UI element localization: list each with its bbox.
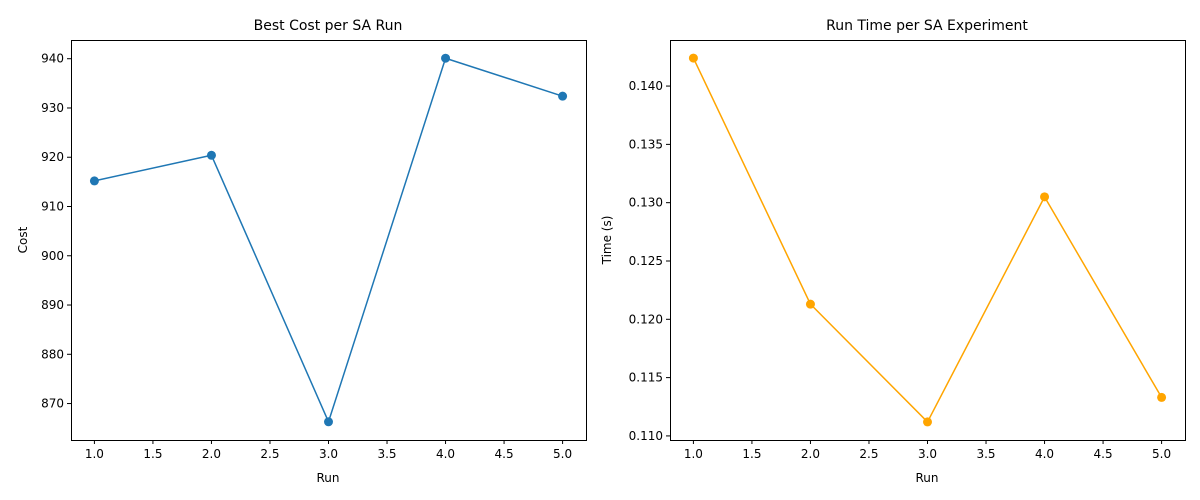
cost-series-marks <box>89 53 568 427</box>
runtime-chart-title: Run Time per SA Experiment <box>826 18 1028 34</box>
cost-y-axis-label: Cost <box>16 226 30 253</box>
cost-y-tick-label: 920 <box>41 150 64 164</box>
cost-y-tick-label: 880 <box>41 347 64 361</box>
runtime-x-tick-label: 2.5 <box>859 447 878 461</box>
cost-x-tick-label: 1.0 <box>85 447 104 461</box>
cost-x-tick-label: 2.0 <box>202 447 221 461</box>
cost-y-tick-label: 940 <box>41 52 64 66</box>
runtime-y-tick-label: 0.130 <box>629 196 663 210</box>
runtime-chart: Run Time per SA Experiment 1.0 1.5 2.0 2.5 3… <box>600 18 1186 485</box>
runtime-x-tick-label: 3.0 <box>918 447 937 461</box>
runtime-x-tick-label: 5.0 <box>1152 447 1171 461</box>
cost-ticks: 1.0 1.5 2.0 2.5 3.0 3.5 4.0 4.5 5.0 870 880 890 900 9… <box>41 52 572 461</box>
cost-x-tick-label: 4.0 <box>436 447 455 461</box>
runtime-data-point <box>805 299 815 309</box>
runtime-y-tick-label: 0.120 <box>629 312 663 326</box>
runtime-x-tick-label: 4.0 <box>1035 447 1054 461</box>
runtime-data-point <box>923 417 932 427</box>
runtime-y-axis-label: Time (s) <box>600 216 614 266</box>
cost-y-tick-label: 930 <box>41 101 64 115</box>
runtime-data-point <box>1040 192 1050 202</box>
cost-data-point <box>441 53 451 63</box>
runtime-y-tick-label: 0.110 <box>629 429 663 443</box>
cost-data-point <box>89 176 99 186</box>
cost-x-tick-label: 3.5 <box>377 447 396 461</box>
cost-data-point <box>206 150 216 160</box>
runtime-ticks: 1.0 1.5 2.0 2.5 3.0 3.5 4.0 4.5 5.0 0.110 0.115 0.1… <box>629 79 1171 461</box>
runtime-y-tick-label: 0.125 <box>629 254 663 268</box>
cost-data-point <box>558 91 568 101</box>
runtime-y-tick-label: 0.135 <box>629 137 663 151</box>
runtime-x-tick-label: 1.0 <box>684 447 703 461</box>
runtime-y-tick-label: 0.115 <box>629 371 663 385</box>
cost-x-tick-label: 5.0 <box>553 447 572 461</box>
cost-data-point <box>324 417 333 427</box>
cost-chart: Best Cost per SA Run 1.0 1.5 2.0 2.5 3.0 3.5 4… <box>16 18 587 485</box>
runtime-x-tick-label: 2.0 <box>801 447 820 461</box>
runtime-x-tick-label: 3.5 <box>976 447 995 461</box>
runtime-x-tick-label: 1.5 <box>742 447 761 461</box>
cost-y-tick-label: 910 <box>41 200 64 214</box>
cost-y-tick-label: 890 <box>41 298 64 312</box>
cost-y-tick-label: 900 <box>41 249 64 263</box>
runtime-data-point <box>1157 392 1167 402</box>
cost-chart-title: Best Cost per SA Run <box>254 18 403 34</box>
cost-x-axis-label: Run <box>316 471 339 485</box>
cost-x-tick-label: 3.0 <box>319 447 338 461</box>
cost-y-tick-label: 870 <box>41 397 64 411</box>
runtime-x-axis-label: Run <box>915 471 938 485</box>
runtime-data-point <box>688 53 698 63</box>
cost-x-tick-label: 2.5 <box>260 447 279 461</box>
runtime-x-tick-label: 4.5 <box>1094 447 1113 461</box>
runtime-y-tick-label: 0.140 <box>629 79 663 93</box>
runtime-series-marks <box>688 53 1167 427</box>
cost-x-tick-label: 1.5 <box>143 447 162 461</box>
cost-x-tick-label: 4.5 <box>495 447 514 461</box>
